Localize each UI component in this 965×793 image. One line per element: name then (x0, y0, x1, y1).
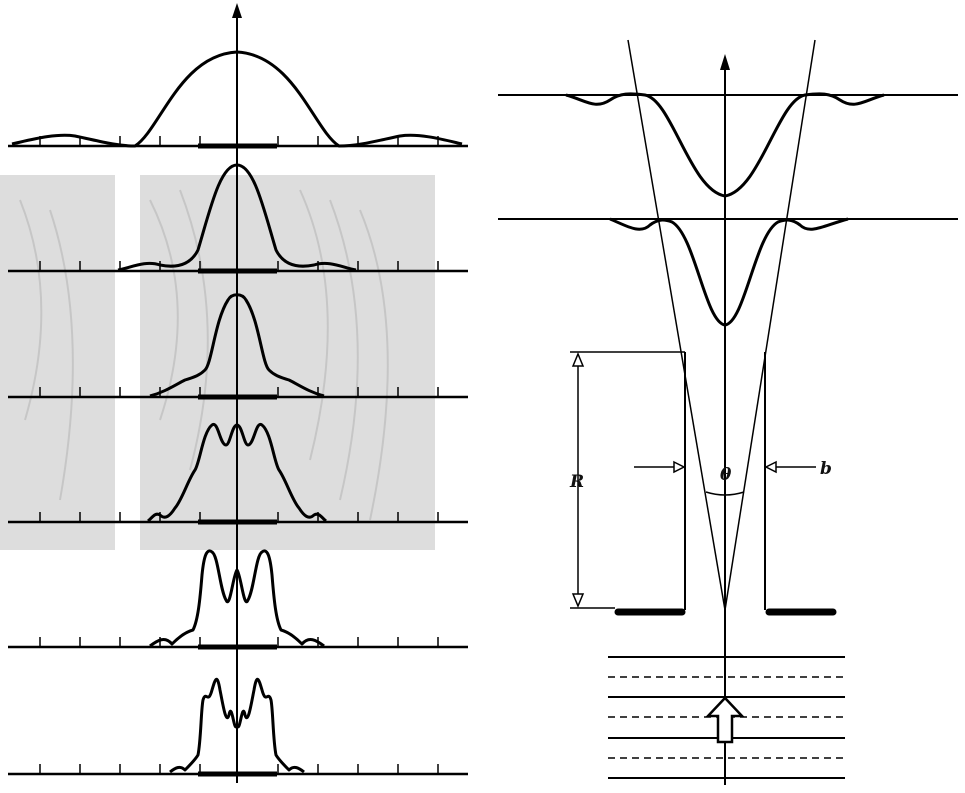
profile-curve-1 (11, 50, 463, 148)
dip-profile-upper (565, 92, 885, 198)
left-panel (8, 3, 468, 783)
r-label: R (569, 472, 584, 492)
slit-width-arrows (634, 460, 816, 474)
dip-profile-lower (609, 217, 849, 327)
profile-curve-4 (147, 422, 327, 523)
right-panel: R b θ (498, 39, 958, 785)
left-axis-arrowhead (232, 3, 242, 18)
slit-edge-lines (684, 352, 766, 610)
incident-beam-arrow (705, 696, 745, 744)
aperture-bars (198, 143, 277, 777)
theta-arc (705, 491, 745, 496)
r-dimension (570, 351, 685, 609)
incident-wavefronts (608, 656, 845, 779)
b-label: b (820, 459, 832, 479)
right-axis-arrowhead (720, 54, 730, 70)
theta-label: θ (720, 465, 732, 485)
tick-marks (39, 136, 439, 774)
profile-curve-3 (149, 293, 325, 398)
profile-curve-2 (117, 163, 357, 272)
beam-divergence-lines (627, 39, 816, 611)
background-fringe-lines (19, 189, 389, 521)
incident-wavefronts-dashed (608, 676, 845, 759)
profile-curve-5 (149, 549, 325, 648)
profile-curve-6 (169, 677, 305, 774)
background-photo-texture (0, 175, 435, 550)
